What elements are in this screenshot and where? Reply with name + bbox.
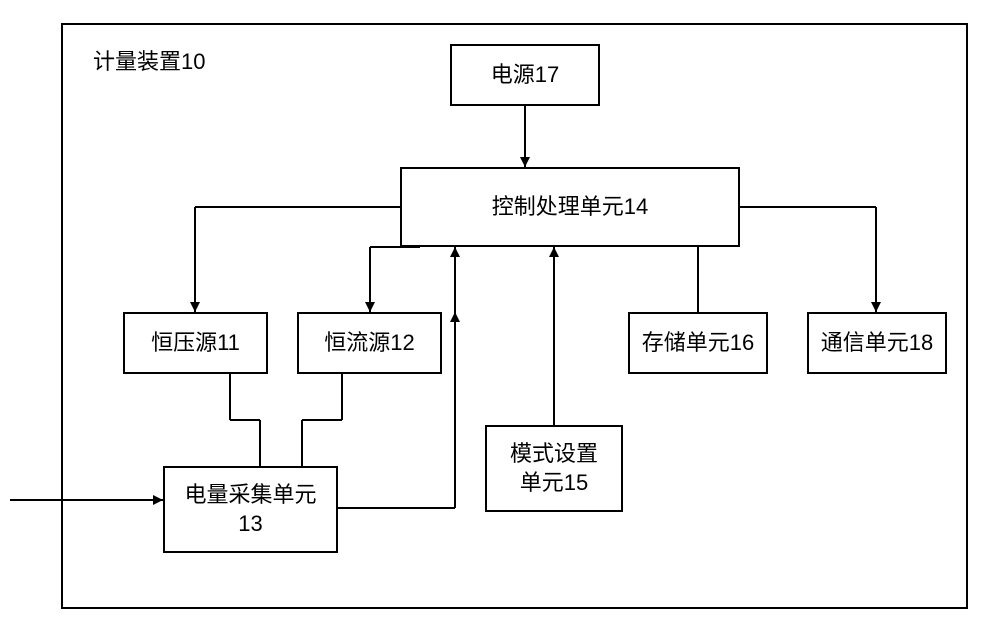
node-current-source-12: 恒流源12 (297, 312, 442, 374)
node-mode-setting-unit-15: 模式设置 单元15 (485, 425, 623, 512)
node-voltage-source-11: 恒压源11 (123, 312, 268, 374)
node-power-17: 电源17 (450, 44, 600, 106)
node-control-unit-14: 控制处理单元14 (400, 167, 740, 247)
node-collection-unit-13: 电量采集单元 13 (163, 466, 338, 553)
diagram-title: 计量装置10 (93, 44, 205, 76)
node-comm-unit-18: 通信单元18 (807, 312, 947, 374)
node-storage-unit-16: 存储单元16 (628, 312, 768, 374)
diagram-canvas: 计量装置10 电源17 控制处理单元14 恒压源11 恒流源12 存储单元16 … (0, 0, 1000, 634)
